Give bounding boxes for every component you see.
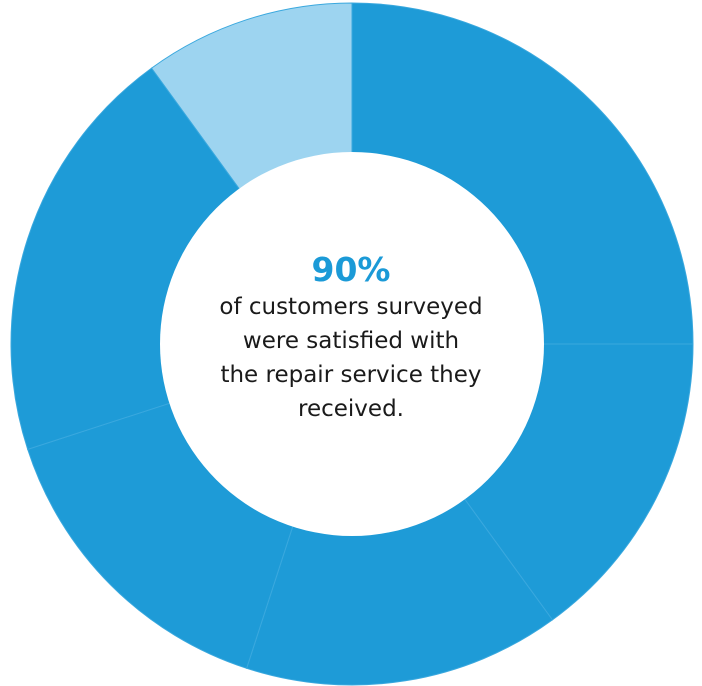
donut-hole <box>160 152 544 536</box>
caption-line-3: the repair service they <box>220 362 482 388</box>
headline-percentage: 90% <box>311 250 391 289</box>
center-label: 90% of customers surveyed were satisfied… <box>196 250 506 426</box>
caption-line-2: were satisfied with <box>242 328 460 354</box>
caption-line-1: of customers surveyed <box>219 294 483 320</box>
caption-line-4: received. <box>298 396 404 422</box>
